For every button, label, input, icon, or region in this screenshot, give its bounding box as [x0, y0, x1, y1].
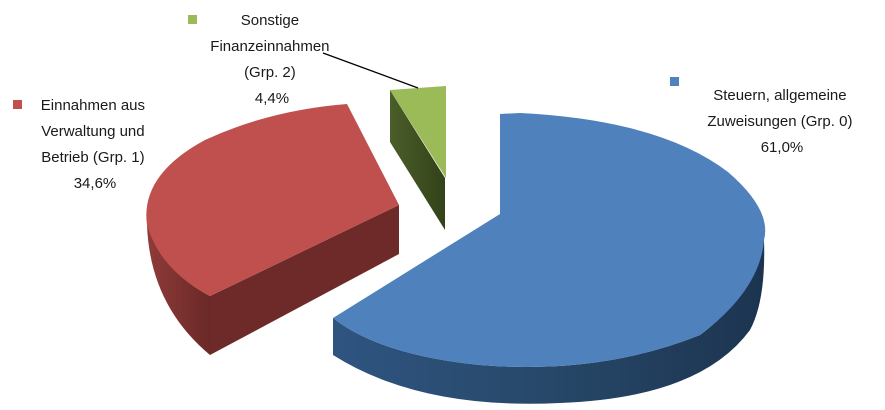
label-sonstige-line3: (Grp. 2): [244, 64, 296, 81]
label-verwaltung: Einnahmen aus Verwaltung und Betrieb (Gr…: [41, 97, 149, 192]
slice-verwaltung: [146, 104, 399, 296]
label-steuern-line2: Zuweisungen (Grp. 0): [707, 113, 852, 130]
legend-marker-steuern: [670, 77, 679, 86]
label-steuern: Steuern, allgemeine Zuweisungen (Grp. 0)…: [707, 87, 856, 156]
slice-steuern: [333, 113, 766, 367]
slice-verwaltung-group: [146, 104, 399, 355]
slice-steuern-group: [333, 113, 766, 404]
slice-sonstige-side: [390, 90, 445, 230]
legend-marker-sonstige: [188, 15, 197, 24]
slice-verwaltung-front: [210, 205, 399, 355]
label-steuern-value: 61,0%: [761, 139, 804, 156]
slice-verwaltung-side: [147, 220, 210, 355]
label-verwaltung-line2: Verwaltung und: [41, 123, 144, 140]
label-verwaltung-value: 34,6%: [74, 175, 117, 192]
slice-steuern-side: [333, 230, 765, 404]
label-verwaltung-line3: Betrieb (Grp. 1): [41, 149, 144, 166]
label-sonstige-value: 4,4%: [255, 90, 289, 107]
slice-sonstige-group: [390, 86, 446, 230]
label-sonstige-line2: Finanzeinnahmen: [210, 38, 329, 55]
leader-line: [322, 52, 419, 89]
label-sonstige: Sonstige Finanzeinnahmen (Grp. 2) 4,4%: [210, 12, 333, 107]
slice-sonstige: [390, 86, 446, 178]
label-steuern-line1: Steuern, allgemeine: [713, 87, 846, 104]
legend-marker-verwaltung: [13, 100, 22, 109]
label-sonstige-line1: Sonstige: [241, 12, 299, 29]
label-verwaltung-line1: Einnahmen aus: [41, 97, 145, 114]
